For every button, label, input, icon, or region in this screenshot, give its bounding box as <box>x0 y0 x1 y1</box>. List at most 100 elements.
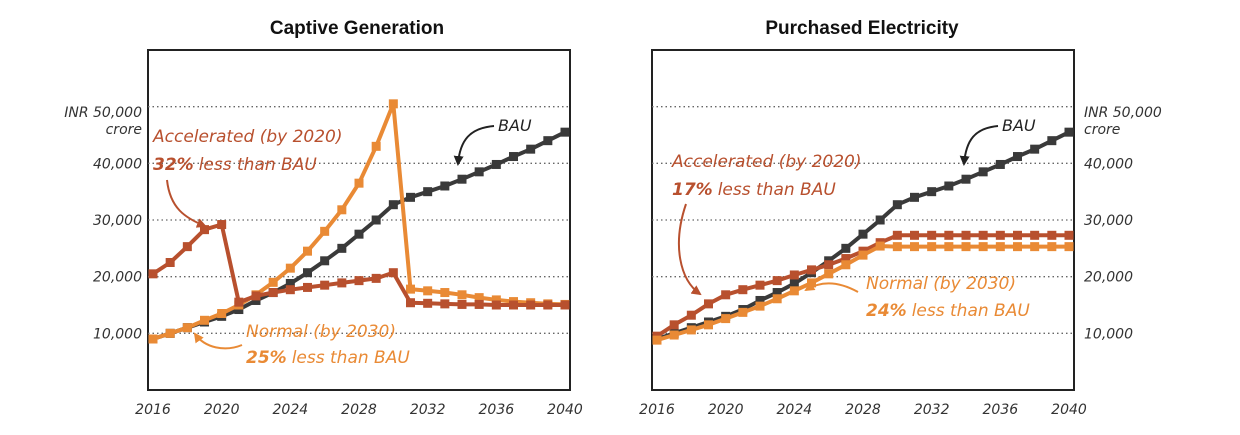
data-point-normal <box>337 205 347 215</box>
chart-title: Purchased Electricity <box>765 18 959 39</box>
data-point-normal <box>772 294 782 304</box>
data-point-normal <box>910 242 919 252</box>
data-point-normal <box>165 328 175 338</box>
data-point-accelerated <box>457 299 467 309</box>
accelerated-arrow <box>166 179 207 228</box>
y-tick-labels: 10,000 20,000 30,000 40,000 <box>93 156 142 342</box>
data-point-normal <box>652 335 662 345</box>
data-point-accelerated <box>721 290 731 300</box>
y-tick-label: 30,000 <box>1084 213 1133 229</box>
data-point-bau <box>457 174 467 184</box>
data-point-accelerated <box>165 258 175 267</box>
data-point-accelerated <box>200 225 209 235</box>
data-point-bau <box>303 268 312 278</box>
data-point-accelerated <box>892 230 902 240</box>
data-point-normal <box>320 226 330 236</box>
data-point-normal <box>961 242 971 252</box>
data-point-accelerated <box>961 230 971 240</box>
data-point-accelerated <box>148 269 158 279</box>
data-point-normal <box>371 141 381 151</box>
data-point-bau <box>234 305 244 315</box>
x-tick-labels: 2016 2020 2024 2028 2032 2036 2040 <box>135 402 583 418</box>
data-point-normal <box>686 325 696 335</box>
data-point-bau <box>560 127 570 137</box>
data-point-normal <box>738 307 748 317</box>
data-point-normal <box>841 260 851 270</box>
x-tick-label: 2024 <box>777 402 813 418</box>
data-point-bau <box>1064 127 1074 137</box>
data-point-normal <box>388 99 398 109</box>
x-tick-label: 2032 <box>914 402 950 418</box>
data-point-normal <box>474 293 484 303</box>
data-point-accelerated <box>1047 230 1057 240</box>
data-point-normal <box>755 301 765 311</box>
data-point-bau <box>1013 152 1022 162</box>
data-point-normal <box>669 330 679 340</box>
panel-purchased-electricity: Purchased Electricity INR 50,000 crore 1… <box>639 18 1162 418</box>
data-point-bau <box>910 192 919 202</box>
data-point-bau <box>875 215 885 225</box>
x-tick-label: 2024 <box>273 402 309 418</box>
data-point-accelerated <box>337 278 347 288</box>
normal-pct: 25% <box>246 348 287 368</box>
accelerated-rest: less than BAU <box>718 180 837 200</box>
data-point-accelerated <box>1064 230 1074 240</box>
data-point-normal <box>995 242 1005 252</box>
data-point-accelerated <box>1013 230 1022 240</box>
data-point-bau <box>388 200 398 210</box>
data-point-normal <box>406 284 415 294</box>
data-point-accelerated <box>789 270 799 280</box>
data-point-bau <box>251 295 261 305</box>
panel-captive-generation: Captive Generation INR 50,000 crore 10,0… <box>64 18 583 418</box>
normal-rest: less than BAU <box>292 348 411 368</box>
data-point-accelerated <box>704 299 713 309</box>
x-tick-label: 2040 <box>1051 402 1087 418</box>
data-point-accelerated <box>978 230 988 240</box>
data-point-accelerated <box>686 310 696 320</box>
data-point-normal <box>1064 242 1074 252</box>
data-point-normal <box>148 334 158 344</box>
data-point-accelerated <box>807 265 816 275</box>
series-lines <box>652 127 1074 345</box>
data-point-bau <box>1047 136 1057 146</box>
x-tick-label: 2032 <box>410 402 446 418</box>
data-point-accelerated <box>509 300 518 310</box>
data-point-accelerated <box>182 242 192 252</box>
data-point-bau <box>285 278 295 288</box>
normal-annotation-line2: 25% less than BAU <box>246 348 410 368</box>
data-point-normal <box>354 178 364 188</box>
data-point-bau <box>858 229 868 239</box>
data-point-normal <box>875 241 885 251</box>
data-point-accelerated <box>268 288 278 298</box>
data-point-normal <box>704 320 713 330</box>
y-tick-label: 20,000 <box>1084 270 1133 286</box>
y-tick-label: 30,000 <box>93 213 142 229</box>
data-point-accelerated <box>354 276 364 286</box>
normal-rest: less than BAU <box>912 301 1031 321</box>
data-point-accelerated <box>320 280 330 290</box>
y-top-label-line1: INR 50,000 <box>64 105 142 121</box>
normal-pct: 24% <box>866 301 907 321</box>
data-point-bau <box>440 181 450 191</box>
accelerated-annotation-line2: 32% less than BAU <box>153 155 317 175</box>
data-point-normal <box>978 242 988 252</box>
data-point-normal <box>1030 242 1040 252</box>
data-point-bau <box>1030 144 1040 154</box>
data-point-bau <box>789 278 799 288</box>
x-tick-label: 2016 <box>639 402 675 418</box>
data-point-bau <box>354 229 364 239</box>
data-point-bau <box>841 243 851 253</box>
data-point-normal <box>182 323 192 333</box>
data-point-accelerated <box>388 268 398 278</box>
data-point-normal <box>285 263 295 273</box>
accelerated-rest: less than BAU <box>199 155 318 175</box>
data-point-normal <box>721 314 731 324</box>
data-point-accelerated <box>738 285 748 295</box>
bau-arrow <box>959 125 999 166</box>
accelerated-pct: 32% <box>153 155 194 175</box>
data-point-bau <box>543 136 553 146</box>
data-point-normal <box>457 290 467 300</box>
x-tick-label: 2036 <box>983 402 1019 418</box>
data-point-normal <box>944 242 954 252</box>
data-point-accelerated <box>543 300 553 310</box>
